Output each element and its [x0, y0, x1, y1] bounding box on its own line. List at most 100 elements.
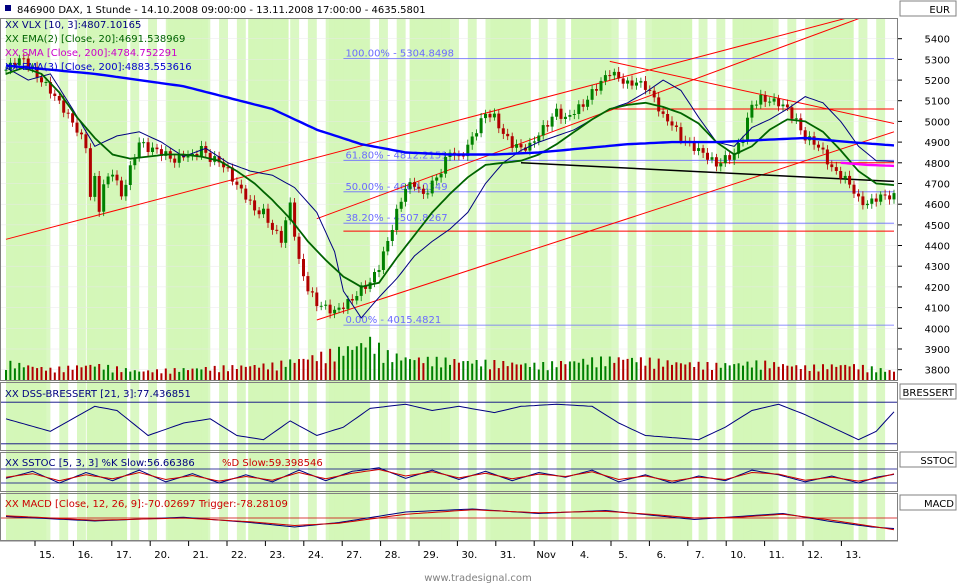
volume-bar [560, 361, 562, 380]
candle-body [279, 230, 283, 243]
candle-body [288, 202, 292, 221]
ema20-line [5, 66, 895, 288]
volume-bar [568, 361, 571, 380]
candle-body [80, 132, 83, 135]
candle-body [186, 155, 190, 158]
legend-ema20[interactable]: XX EMA(2) [Close, 20]:4691.538969 [5, 34, 185, 45]
candle-body [537, 135, 541, 142]
volume-bar [648, 357, 651, 380]
volume-bar [600, 356, 602, 380]
candle-body [75, 122, 79, 133]
candle-body [821, 147, 825, 150]
candle-body [57, 96, 61, 101]
candle-body [506, 133, 510, 137]
candle-body [106, 176, 110, 185]
candle-body [310, 291, 314, 293]
hour-stripe [876, 18, 886, 540]
candle-body [679, 127, 683, 141]
candle-body [151, 147, 154, 152]
candle-body [381, 251, 385, 270]
volume-bar [746, 361, 749, 380]
candle-body [48, 82, 52, 94]
dss-legend[interactable]: XX DSS-BRESSERT [21, 3]:77.436851 [5, 389, 191, 400]
macd-tab[interactable] [899, 494, 957, 511]
fib-level-label: 0.00% - 4015.4821 [345, 315, 441, 326]
legend-sma200[interactable]: XX SMA [Close, 200]:4784.752291 [5, 48, 178, 59]
volume-bar [742, 365, 744, 380]
price-tick-label: 4600 [925, 200, 950, 211]
candle-body [501, 128, 505, 134]
currency-tab[interactable] [899, 0, 957, 17]
volume-bar [848, 366, 851, 380]
candle-body [177, 154, 181, 163]
hour-stripe [414, 18, 424, 540]
legend-vlx[interactable]: XX VLX [10, 3]:4807.10165 [5, 20, 141, 31]
sstoc-legend[interactable]: XX SSTOC [5, 3, 3] %K Slow:56.66386 [5, 458, 195, 469]
time-axis-background [0, 541, 898, 585]
legend-ema200[interactable]: XX EMA(3) [Close, 200]:4883.553616 [5, 62, 192, 73]
volume-bar [355, 346, 358, 380]
candle-body [803, 130, 807, 141]
hour-stripe [503, 18, 513, 540]
volume-bar [817, 371, 820, 380]
volume-bar [404, 357, 407, 380]
sstoc-tab[interactable] [899, 451, 957, 468]
volume-bar [688, 362, 691, 380]
candle-body [497, 113, 501, 129]
sstoc-panel [0, 467, 898, 484]
hour-stripe [325, 18, 335, 540]
volume-bar [178, 371, 181, 380]
volume-bar [116, 366, 118, 380]
candle-body [777, 98, 781, 107]
chart-title: 846900 DAX, 1 Stunde - 14.10.2008 09:00:… [17, 5, 426, 16]
candlesticks [4, 53, 896, 319]
price-tick-label: 4000 [925, 324, 950, 335]
volume-bar [249, 366, 252, 380]
candle-body [142, 142, 146, 144]
candle-body [825, 149, 829, 165]
volume-bar [515, 364, 518, 380]
volume-bar [275, 370, 278, 380]
candle-body [199, 146, 203, 157]
candle-body [270, 222, 274, 230]
macd-legend[interactable]: XX MACD [Close, 12, 26, 9]:-70.02697 Tri… [5, 499, 288, 510]
price-tick-label: 4700 [925, 180, 950, 191]
price-tick-label: 4400 [925, 242, 950, 253]
volume-bar [573, 361, 576, 380]
candle-body [515, 144, 519, 148]
volume-bar [715, 362, 718, 380]
candle-body [341, 307, 345, 309]
volume-bar [204, 367, 207, 380]
candle-body [595, 89, 598, 91]
volume-bar [595, 367, 598, 380]
volume-bar [18, 362, 21, 380]
time-tick-label: Nov [536, 550, 556, 561]
volume-bars [5, 336, 895, 380]
candle-body [248, 199, 252, 201]
time-tick-label: 20. [154, 550, 170, 561]
black-trend-line [520, 162, 895, 183]
hour-stripe [219, 18, 228, 540]
price-tick-label: 4800 [925, 159, 950, 170]
hour-stripe [858, 18, 868, 540]
hour-stripe [201, 18, 211, 540]
candle-body [608, 75, 612, 77]
hour-stripe [538, 18, 548, 540]
candle-body [226, 167, 230, 169]
candle-body [714, 157, 718, 167]
candle-body [657, 97, 661, 112]
candle-body [652, 90, 656, 98]
fib-level-label: 50.00% - 4660.0349 [345, 182, 447, 193]
volume-bar [631, 357, 633, 380]
dss-tab[interactable] [899, 383, 957, 400]
hour-stripe [716, 18, 726, 540]
volume-bar [227, 371, 229, 380]
sstoc-d-legend[interactable]: %D Slow:59.398546 [222, 458, 323, 469]
volume-bar [644, 365, 647, 380]
volume-bar [826, 369, 829, 380]
volume-bar [289, 359, 292, 380]
hour-stripe [148, 18, 157, 540]
candle-body [444, 157, 448, 174]
candle-body [53, 93, 57, 96]
volume-bar [45, 370, 47, 380]
